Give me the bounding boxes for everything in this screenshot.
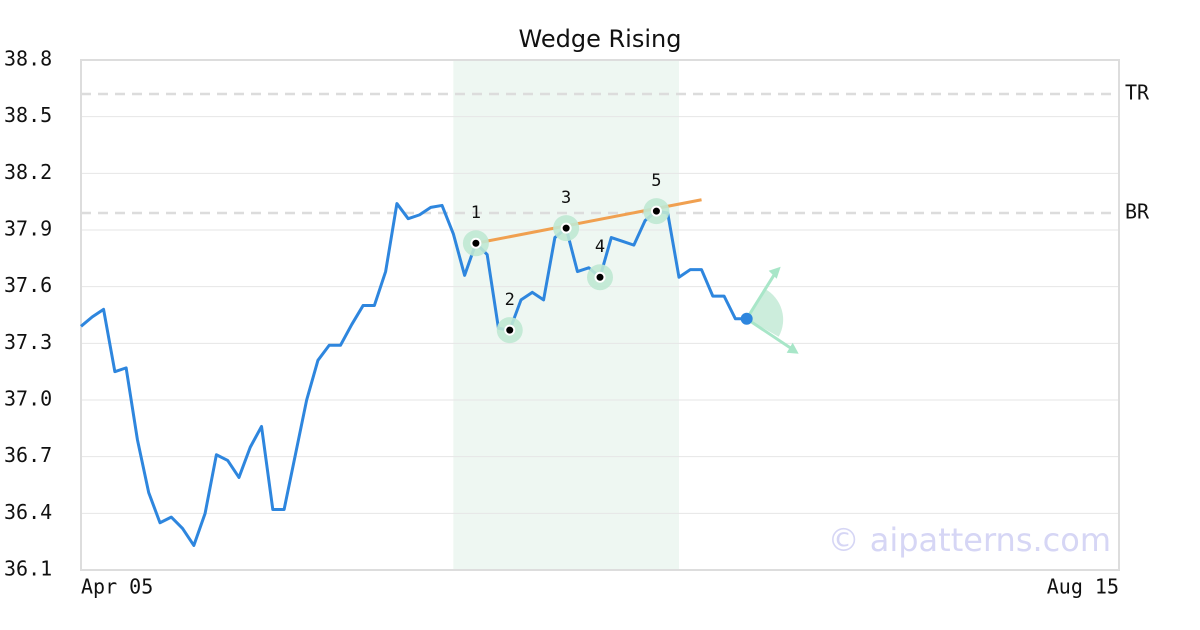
pattern-label: 3 (561, 188, 571, 208)
y-tick-label: 37.3 (4, 330, 52, 354)
pattern-label: 1 (471, 203, 481, 223)
highlight-region (453, 60, 679, 570)
y-tick-label: 38.2 (4, 160, 52, 184)
last-point (740, 312, 753, 325)
y-tick-label: 37.0 (4, 387, 52, 411)
pattern-label: 2 (505, 290, 515, 310)
price-line (80, 202, 747, 547)
y-tick-label: 38.5 (4, 103, 52, 127)
y-tick-label: 37.6 (4, 273, 52, 297)
projection (745, 266, 799, 354)
pattern-point (594, 271, 606, 283)
projection-arrow (745, 269, 778, 320)
plot-border (80, 59, 1120, 571)
pattern-point (560, 222, 572, 234)
x-tick-label: Apr 05 (81, 575, 153, 599)
arrow-head (768, 266, 781, 279)
y-tick-label: 37.9 (4, 217, 52, 241)
pattern-point (470, 237, 482, 249)
level-label: TR (1125, 81, 1150, 105)
pattern-point (504, 324, 516, 336)
y-tick-label: 36.7 (4, 443, 52, 467)
y-tick-label: 36.4 (4, 500, 52, 524)
arrow-head (786, 342, 799, 354)
projection-arrow (745, 317, 796, 353)
pattern-label: 4 (595, 237, 605, 257)
y-tick-label: 38.8 (4, 47, 52, 71)
y-tick-label: 36.1 (4, 557, 52, 581)
chart-title: Wedge Rising (519, 25, 682, 53)
pattern-point (650, 205, 662, 217)
x-tick-label: Aug 15 (1047, 575, 1119, 599)
level-label: BR (1125, 200, 1150, 224)
watermark: © aipatterns.com (828, 521, 1111, 559)
pattern-label: 5 (651, 171, 661, 191)
projection-fan (746, 288, 784, 337)
